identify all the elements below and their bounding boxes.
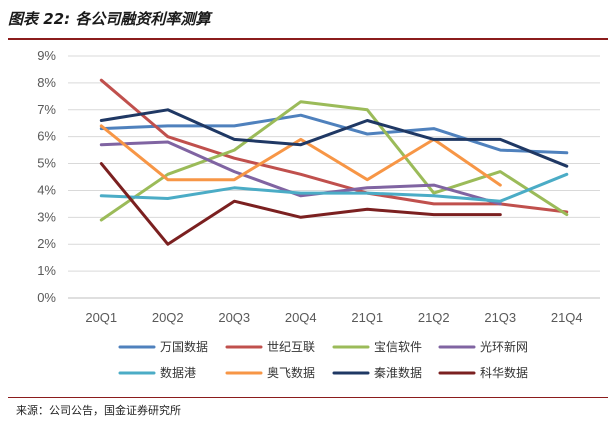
y-tick-label: 5% <box>37 156 56 171</box>
y-axis-ticks: 0% 1% 2% 3% 4% 5% 6% 7% 8% 9% <box>37 48 56 305</box>
y-tick-label: 7% <box>37 102 56 117</box>
series-line-4 <box>99 140 502 206</box>
legend-label: 奥飞数据 <box>267 365 315 380</box>
series-line-1 <box>99 113 569 155</box>
legend-label: 数据港 <box>160 365 196 380</box>
x-tick-label: 20Q4 <box>285 310 317 325</box>
y-tick-label: 3% <box>37 209 56 224</box>
series-line-8 <box>99 162 502 246</box>
x-tick-label: 20Q1 <box>85 310 117 325</box>
y-tick-label: 6% <box>37 129 56 144</box>
chart-title: 图表 22: 各公司融资利率测算 <box>8 10 211 28</box>
series-line-2 <box>99 78 569 214</box>
y-tick-label: 2% <box>37 236 56 251</box>
series-line-6 <box>99 124 502 187</box>
source-note: 来源：公司公告，国金证券研究所 <box>16 404 181 417</box>
legend-label: 光环新网 <box>480 339 528 354</box>
series-line-5 <box>99 172 569 203</box>
footer-rule <box>8 397 608 398</box>
legend-label: 秦淮数据 <box>374 365 422 380</box>
x-tick-label: 21Q1 <box>351 310 383 325</box>
x-tick-label: 21Q4 <box>551 310 583 325</box>
series-line-3 <box>99 100 569 222</box>
x-tick-label: 21Q3 <box>484 310 516 325</box>
legend-label: 宝信软件 <box>374 340 422 354</box>
y-tick-label: 1% <box>37 263 56 278</box>
gridlines <box>68 55 600 299</box>
y-tick-label: 0% <box>37 290 56 305</box>
legend-label: 万国数据 <box>160 339 208 354</box>
series-line-7 <box>99 108 569 168</box>
x-tick-label: 20Q2 <box>152 310 184 325</box>
series-lines <box>99 78 569 246</box>
legend-label: 科华数据 <box>480 365 528 380</box>
x-tick-label: 20Q3 <box>218 310 250 325</box>
legend-label: 世纪互联 <box>267 340 315 354</box>
y-tick-label: 8% <box>37 75 56 90</box>
title-rule <box>8 38 608 40</box>
y-tick-label: 4% <box>37 182 56 197</box>
y-tick-label: 9% <box>37 48 56 63</box>
x-tick-label: 21Q2 <box>418 310 450 325</box>
x-axis-ticks: 20Q1 20Q2 20Q3 20Q4 21Q1 21Q2 21Q3 21Q4 <box>85 310 582 325</box>
